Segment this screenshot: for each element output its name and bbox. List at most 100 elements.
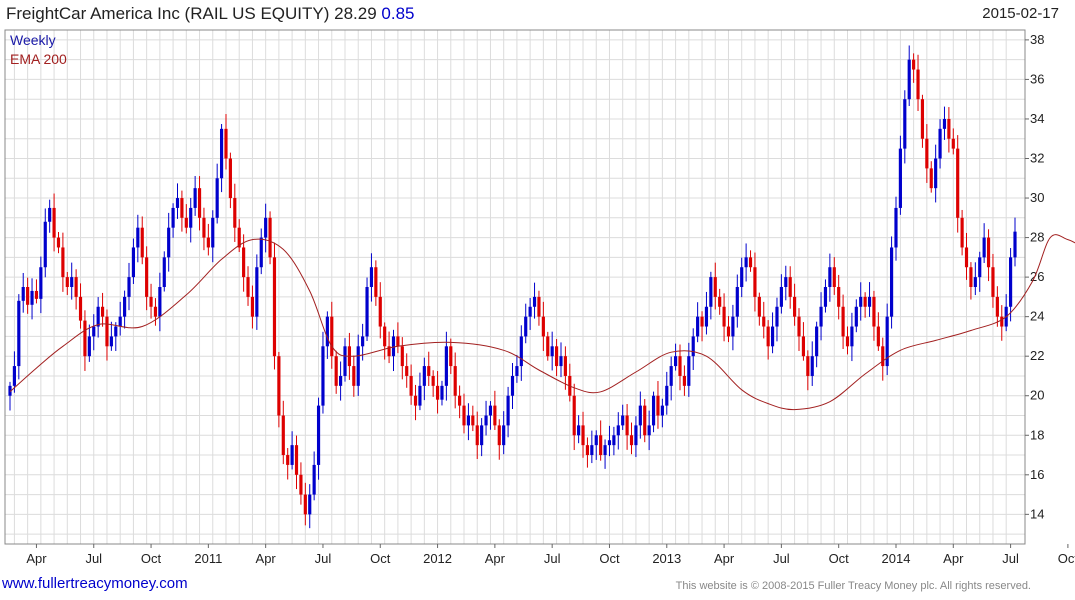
candle-up	[193, 175, 197, 216]
candle-down	[330, 301, 334, 369]
candle-body	[92, 326, 96, 337]
candle-down	[197, 176, 202, 231]
candle-down	[268, 211, 272, 265]
x-tick-label: Apr	[485, 551, 506, 566]
candle-body	[912, 59, 916, 70]
candle-up	[502, 411, 506, 455]
candle-body	[39, 267, 43, 299]
candle-up	[669, 356, 673, 401]
candle-down	[656, 381, 660, 429]
candle-body	[515, 366, 519, 376]
candle-body	[634, 425, 638, 446]
candle-body	[493, 405, 497, 426]
candle-up	[823, 279, 828, 313]
candle-body	[563, 356, 567, 376]
x-tick-label: Jul	[773, 551, 790, 566]
candle-body	[475, 425, 479, 446]
candle-body	[577, 425, 581, 436]
candle-body	[321, 346, 325, 406]
candle-down	[277, 351, 281, 428]
candle-down	[1000, 305, 1004, 341]
candle-down	[797, 308, 801, 351]
chart-date: 2015-02-17	[982, 5, 1059, 22]
candle-body	[374, 267, 378, 297]
candle-down	[281, 400, 285, 465]
candle-up	[48, 199, 52, 233]
y-axis: 14 16 18 20 22 24 26 28 30 32 34 36 38	[1025, 32, 1044, 521]
candle-up	[731, 304, 735, 351]
candle-down	[762, 301, 766, 339]
candle-up	[127, 262, 131, 311]
candle-body	[744, 257, 748, 268]
candle-down	[912, 53, 916, 83]
candle-body	[356, 346, 360, 386]
candle-body	[96, 306, 100, 327]
candle-down	[202, 207, 206, 251]
y-tick-label: 24	[1030, 309, 1044, 324]
candle-down	[246, 266, 250, 306]
x-tick-label: Apr	[26, 551, 47, 566]
candle-down	[462, 393, 466, 434]
candle-body	[718, 296, 722, 307]
candle-up	[740, 257, 744, 298]
candle-up	[215, 163, 219, 224]
candle-down	[74, 269, 78, 310]
candle-up	[114, 322, 118, 351]
candle-body	[272, 257, 277, 357]
candle-body	[687, 356, 691, 386]
candle-down	[233, 183, 237, 242]
candle-body	[863, 296, 867, 307]
candle-body	[462, 405, 466, 426]
candle-body	[61, 247, 65, 278]
candle-down	[722, 293, 726, 342]
candle-down	[65, 271, 69, 295]
candle-body	[294, 445, 299, 475]
candle-body	[316, 405, 321, 465]
candle-body	[823, 287, 828, 307]
candle-body	[956, 148, 960, 218]
candle-body	[418, 385, 422, 406]
candle-up	[219, 124, 224, 193]
candle-down	[832, 257, 836, 295]
candle-body	[502, 425, 506, 446]
candle-body	[766, 326, 770, 347]
candle-up	[691, 328, 695, 370]
candle-down	[969, 262, 973, 300]
candle-body	[1013, 231, 1017, 258]
candle-body	[127, 277, 131, 297]
x-axis: Apr Jul Oct 2011 Apr Jul Oct 2012 Apr Jul Oct 2013 A…	[26, 544, 1075, 566]
candle-body	[343, 346, 347, 376]
candle-down	[845, 326, 850, 355]
candle-down	[788, 266, 792, 309]
candle-down	[766, 320, 770, 360]
candle-body	[850, 326, 854, 347]
candle-body	[810, 356, 814, 376]
candle-body	[250, 296, 255, 317]
candle-body	[951, 138, 955, 149]
candle-body	[616, 425, 620, 436]
candle-up	[775, 297, 779, 342]
candle-up	[422, 357, 426, 401]
candle-body	[837, 287, 841, 307]
candle-body	[259, 237, 263, 268]
candle-body	[554, 346, 559, 367]
candle-body	[413, 395, 418, 406]
candle-body	[427, 366, 431, 376]
candle-body	[964, 247, 969, 268]
candle-down	[224, 114, 228, 170]
candle-body	[281, 415, 285, 456]
candle-up	[316, 397, 321, 480]
candle-up	[696, 302, 700, 343]
candle-down	[947, 107, 951, 153]
candle-up	[973, 262, 977, 296]
candle-down	[34, 279, 39, 304]
candle-up	[8, 381, 12, 411]
candle-up	[978, 251, 982, 292]
candle-body	[722, 306, 726, 327]
candle-body	[215, 178, 219, 218]
footer-website-link[interactable]: www.fullertreacymoney.com	[2, 575, 188, 592]
candle-body	[559, 356, 563, 367]
candle-down	[387, 331, 391, 364]
y-tick-label: 20	[1030, 388, 1044, 403]
candle-up	[612, 426, 616, 456]
